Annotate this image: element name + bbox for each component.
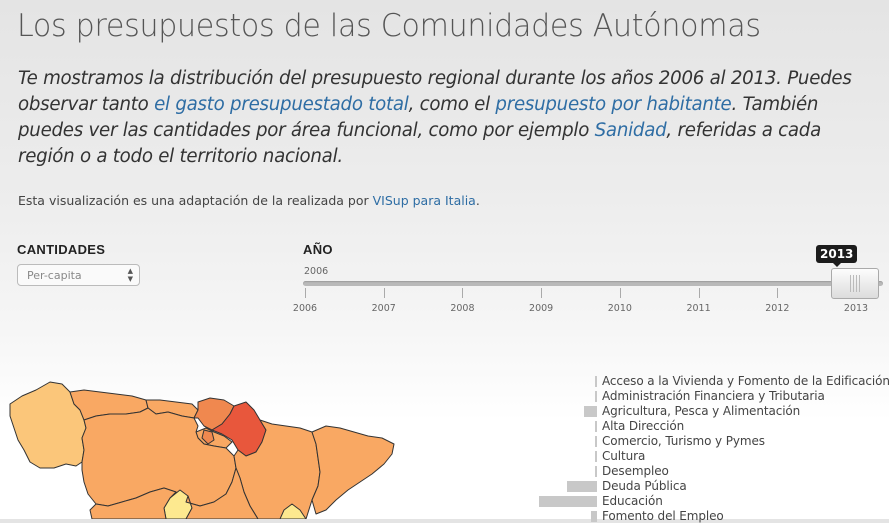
area-label[interactable]: Educación xyxy=(602,494,663,508)
intro-text-1: Te mostramos la distribución del presupu… xyxy=(18,68,852,115)
year-slider-track[interactable] xyxy=(303,281,883,286)
year-tick xyxy=(383,288,385,298)
year-tick-label[interactable]: 2013 xyxy=(843,303,869,314)
area-label[interactable]: Desempleo xyxy=(602,464,669,478)
region-enclave xyxy=(201,429,215,445)
area-label[interactable]: Acceso a la Vivienda y Fomento de la Edi… xyxy=(602,374,889,388)
area-bar[interactable] xyxy=(594,376,597,387)
area-bar[interactable] xyxy=(566,481,597,492)
year-tick-label[interactable]: 2007 xyxy=(371,303,396,314)
area-bar[interactable] xyxy=(594,421,597,432)
intro-text-3: . También puedes ver las cantidades por … xyxy=(18,94,819,141)
area-bar[interactable] xyxy=(590,511,597,522)
area-label[interactable]: Fomento del Empleo xyxy=(602,509,724,523)
area-bar[interactable] xyxy=(594,436,597,447)
year-tick xyxy=(305,288,306,298)
intro-text-2: , como el xyxy=(408,94,496,115)
cantidades-select[interactable]: Per-capita ▲ ▼ xyxy=(17,264,140,286)
year-label: AÑO xyxy=(303,242,333,257)
region-south-partial[interactable] xyxy=(89,487,177,519)
grip-line xyxy=(859,275,860,292)
year-tick xyxy=(698,288,700,298)
credit-line: Esta visualización es una adaptación de … xyxy=(18,193,480,208)
region-aragon[interactable] xyxy=(233,419,321,519)
credit-text: Esta visualización es una adaptación de … xyxy=(18,193,373,208)
area-label[interactable]: Administración Financiera y Tributaria xyxy=(602,389,825,403)
year-tick-label[interactable]: 2008 xyxy=(450,303,475,314)
grip-line xyxy=(853,275,854,292)
intro-text-4: , referidas a cada región o a todo el te… xyxy=(18,120,821,167)
link-presupuesto-por-habitante[interactable]: presupuesto por habitante xyxy=(495,94,732,115)
year-tick xyxy=(619,288,621,298)
year-tooltip: 2013 xyxy=(816,245,858,267)
area-label[interactable]: Deuda Pública xyxy=(602,479,687,493)
year-tick-label[interactable]: 2011 xyxy=(686,303,711,314)
area-label[interactable]: Comercio, Turismo y Pymes xyxy=(602,434,765,448)
cantidades-label: CANTIDADES xyxy=(17,242,106,257)
region-castilla-la-mancha[interactable] xyxy=(185,467,259,519)
year-tick-label[interactable]: 2012 xyxy=(765,303,790,314)
area-bar[interactable] xyxy=(538,496,597,507)
link-visup[interactable]: VISup para Italia xyxy=(372,193,476,208)
region-valencia[interactable] xyxy=(279,503,307,519)
select-value: Per-capita xyxy=(27,269,82,282)
grip-line xyxy=(856,275,857,292)
year-tick-label[interactable]: 2006 xyxy=(292,303,318,314)
area-label[interactable]: Agricultura, Pesca y Alimentación xyxy=(602,404,801,418)
credit-end: . xyxy=(475,193,480,208)
year-slider-handle[interactable] xyxy=(831,268,879,299)
year-tick-label[interactable]: 2010 xyxy=(607,303,632,314)
area-bar[interactable] xyxy=(584,406,597,417)
page-title: Los presupuestos de las Comunidades Autó… xyxy=(17,8,761,44)
area-bar[interactable] xyxy=(594,466,597,477)
intro-paragraph: Te mostramos la distribución del presupu… xyxy=(18,66,876,170)
year-tick xyxy=(777,288,779,298)
region-cataluna[interactable] xyxy=(311,425,395,515)
link-gasto-total[interactable]: el gasto presupuestado total xyxy=(154,94,409,115)
select-arrows-icon: ▲ ▼ xyxy=(127,267,133,283)
area-bar[interactable] xyxy=(594,391,597,402)
spain-map xyxy=(9,381,395,519)
slider-min-label: 2006 xyxy=(304,266,329,277)
grip-line xyxy=(850,275,851,292)
link-sanidad[interactable]: Sanidad xyxy=(594,120,667,141)
area-label[interactable]: Alta Dirección xyxy=(602,419,685,433)
year-tick xyxy=(462,288,464,298)
year-tick-label[interactable]: 2009 xyxy=(529,303,554,314)
area-bar[interactable] xyxy=(594,451,597,462)
area-label[interactable]: Cultura xyxy=(602,449,646,463)
year-tick xyxy=(541,288,543,298)
